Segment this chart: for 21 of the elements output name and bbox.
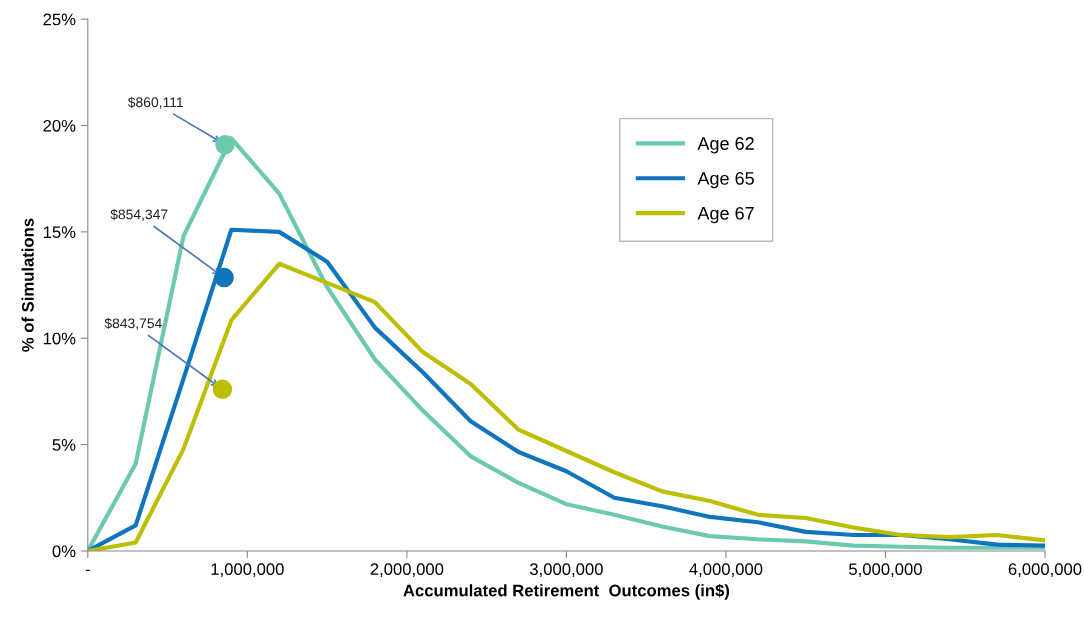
legend-label: Age 62 [697,137,754,154]
y-tick-label: 15% [43,226,76,239]
x-tick-label: 4,000,000 [689,563,763,577]
annotation: $843,754 [104,317,162,330]
y-tick-label: 5% [52,439,76,451]
x-tick-label: 6,000,000 [1008,563,1082,577]
annotation: $854,347 [110,208,168,221]
y-tick-label: 20% [43,119,76,132]
legend-label: Age 65 [697,171,754,189]
legend-label: Age 67 [697,206,754,224]
x-axis-title: Accumulated Retirement Outcomes (in$) [403,583,730,600]
y-axis-title: % of Simulations [21,218,34,352]
x-tick-label: 5,000,000 [849,563,922,577]
x-tick-label: 1,000,000 [211,563,284,577]
x-tick-label: 3,000,000 [529,563,603,577]
y-tick-label: 10% [43,332,76,345]
x-tick-label: - [85,569,90,572]
annotation: $860,111 [127,96,183,109]
x-tick-label: 2,000,000 [370,563,444,577]
y-tick-label: 25% [43,13,76,26]
y-tick-label: 0% [52,545,76,558]
